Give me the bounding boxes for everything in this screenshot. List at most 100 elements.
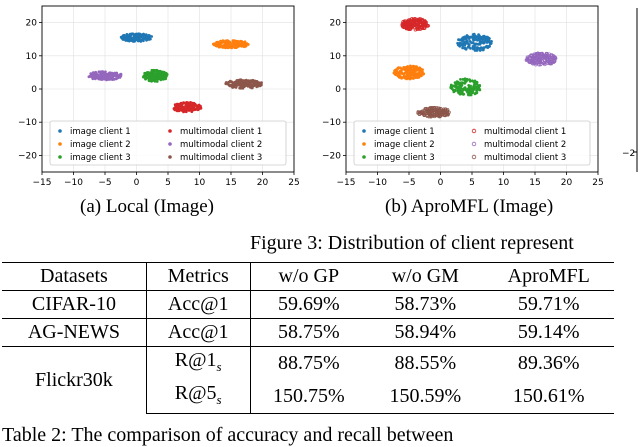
header-metrics: Metrics [146,262,251,291]
point [175,109,179,113]
point [456,41,459,45]
point [409,72,413,75]
point [415,67,419,71]
point [415,25,420,30]
legend-marker [471,154,477,160]
point [174,103,178,107]
point [151,77,155,80]
point [478,39,482,42]
point [226,41,230,45]
point [535,61,539,65]
x-tick-label: −5 [402,178,415,188]
point [404,76,407,80]
point [421,110,425,115]
point [228,84,232,88]
cluster-image-client-2 [212,39,250,50]
point [475,91,479,95]
cluster-multimodal-client-1 [400,16,430,32]
point [103,72,106,76]
point [127,39,131,43]
point [227,44,231,48]
point [143,72,147,76]
point [408,25,412,29]
point [258,83,262,86]
point [426,23,430,28]
point [400,70,403,74]
point [93,74,97,78]
y-tick-label: −20 [322,151,341,161]
point [550,53,554,57]
cell-wo-gp: 88.75% [250,346,368,380]
point [154,77,157,81]
point [540,51,544,56]
legend: image client 1 multimodal client 1 image c… [353,120,591,166]
legend-entry: image client 1 [58,127,131,137]
table-row: R@5s 150.75% 150.59% 150.61% [2,380,614,414]
point [159,78,163,82]
point [403,71,407,75]
point [531,57,535,61]
point [228,79,232,83]
point [152,70,156,73]
cell-wo-gp: 59.69% [278,293,340,315]
point [451,84,455,88]
point [182,101,185,104]
point [212,42,215,46]
point [164,71,168,75]
point [403,68,406,71]
point [178,106,182,109]
point [458,41,462,45]
point [477,84,480,87]
point [541,61,546,65]
point [419,110,423,114]
cell-metric: R@1s [146,346,251,380]
x-tick-label: 15 [225,178,236,188]
point [483,39,487,43]
legend-entry: image client 3 [58,153,131,163]
point [119,74,123,78]
y-tick-label: 20 [26,19,38,29]
point [241,40,244,44]
point [433,112,437,116]
point [128,32,132,36]
point [481,48,485,52]
point [530,55,535,60]
point [538,62,543,67]
legend: image client 1 multimodal client 1 image c… [49,120,287,166]
point [232,82,235,86]
x-tick-label: 25 [288,178,299,188]
legend-label: image client 1 [70,127,131,137]
point [534,52,538,56]
point [413,76,417,79]
legend-entry: image client 2 [362,140,435,150]
point [452,90,456,94]
x-tick-label: −10 [64,178,83,188]
point [468,89,472,93]
header-datasets: Datasets [2,262,147,291]
point [461,78,465,81]
legend-entry: multimodal client 2 [168,140,262,150]
point [481,35,485,38]
cell-metric: R@5s [146,380,251,414]
y-tick-label: 0 [31,85,37,95]
table-row: CIFAR-10 Acc@1 59.69% 58.73% 59.71% [2,290,614,319]
point [478,41,482,45]
point [417,75,421,79]
cluster-image-client-3 [449,77,482,97]
point [532,52,536,57]
point [126,34,129,38]
point [243,41,247,44]
point [131,32,135,36]
point [192,102,196,106]
point [478,49,482,52]
x-tick-label: 20 [561,178,573,188]
table-caption: Table 2: The comparison of accuracy and … [2,424,454,446]
legend-label: multimodal client 1 [180,127,262,137]
point [394,73,398,76]
point [465,39,469,43]
legend-label: multimodal client 3 [180,153,262,163]
legend-marker [168,129,172,133]
point [165,74,168,78]
point [100,75,104,79]
y-tick-label: 10 [330,52,342,62]
